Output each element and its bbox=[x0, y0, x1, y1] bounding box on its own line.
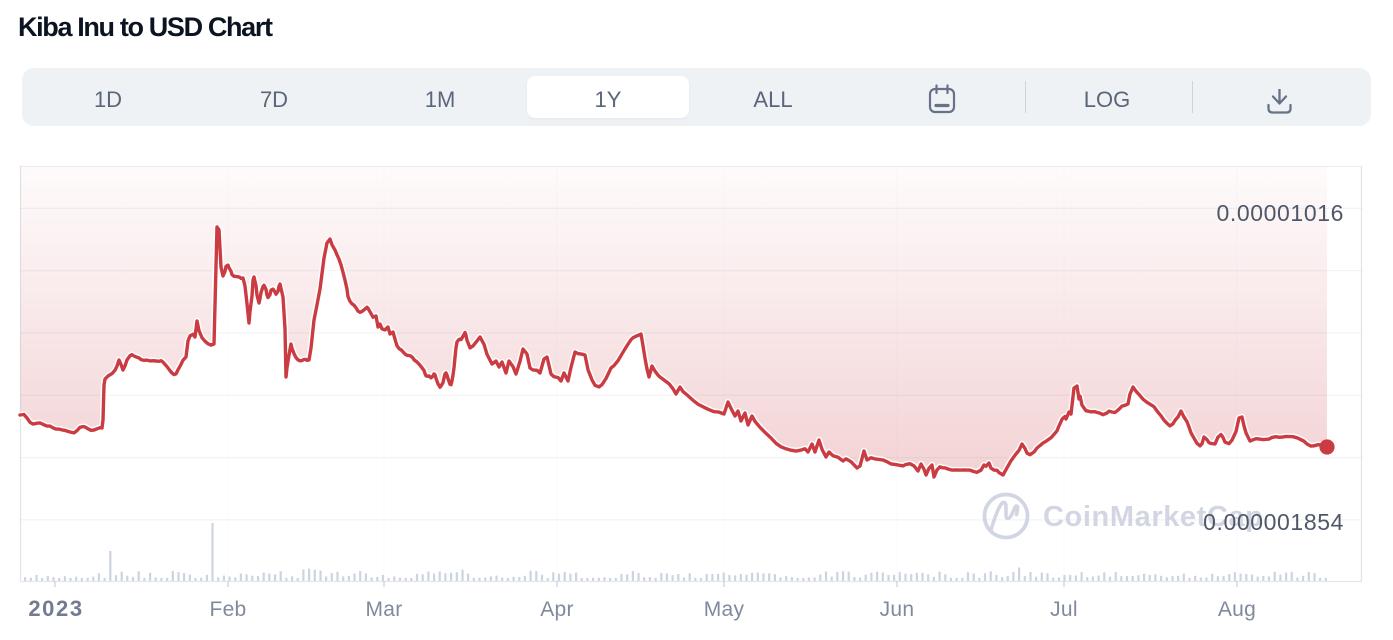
svg-text:Feb: Feb bbox=[209, 598, 246, 621]
svg-text:0.00001016: 0.00001016 bbox=[1216, 200, 1344, 226]
svg-text:Apr: Apr bbox=[540, 598, 574, 621]
svg-text:Jun: Jun bbox=[880, 598, 915, 621]
svg-text:0.000001854: 0.000001854 bbox=[1203, 509, 1344, 535]
svg-text:May: May bbox=[704, 598, 745, 621]
svg-text:Jul: Jul bbox=[1050, 598, 1078, 621]
svg-text:Mar: Mar bbox=[365, 598, 402, 621]
svg-text:2023: 2023 bbox=[28, 596, 83, 621]
svg-text:Aug: Aug bbox=[1218, 598, 1256, 621]
svg-text:CoinMarketCap: CoinMarketCap bbox=[1043, 501, 1264, 533]
